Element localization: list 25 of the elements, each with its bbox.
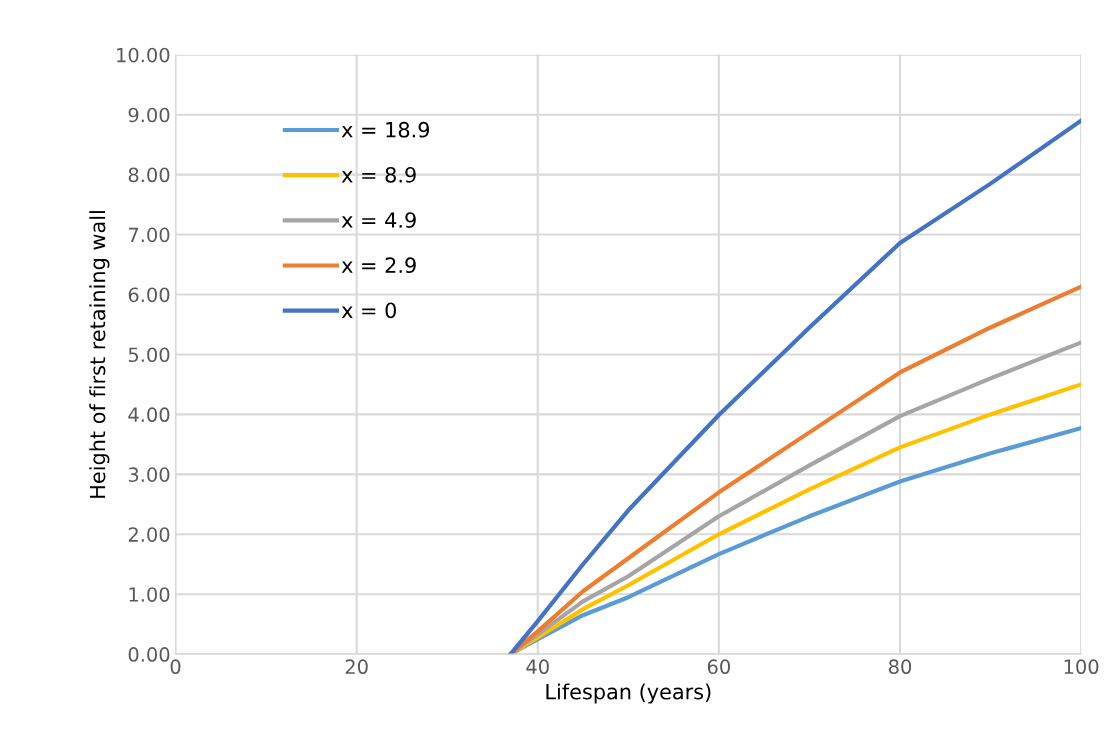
y-tick-label: 10.00 [117,47,170,63]
y-tick-label: 5.00 [128,347,170,363]
y-tick-label: 7.00 [128,227,170,243]
y-tick-label: 6.00 [128,287,170,303]
y-tick-label: 2.00 [128,527,170,542]
legend-label: x = 0 [341,302,396,319]
legend-label: x = 8.9 [341,166,416,183]
x-tick-label: 80 [888,659,912,675]
legend-label: x = 4.9 [341,212,416,228]
legend-label: x = 2.9 [341,257,416,274]
y-tick-label: 0.00 [128,647,170,662]
x-tick-label: 100 [1064,659,1099,675]
y-axis-title: Height of first retaining wall [89,211,110,498]
x-tick-label: 40 [526,659,549,675]
legend-label: x = 18.9 [341,121,430,138]
x-tick-label: 60 [707,659,730,675]
x-tick-label: 0 [170,659,181,675]
x-axis-title: Lifespan (years) [546,683,711,704]
y-tick-label: 4.00 [128,407,170,423]
y-tick-label: 1.00 [129,587,170,602]
y-tick-label: 3.00 [128,467,170,482]
y-tick-label: 9.00 [128,107,170,123]
x-tick-label: 20 [345,659,368,675]
line-series [508,118,1082,655]
y-tick-label: 8.00 [128,167,170,183]
